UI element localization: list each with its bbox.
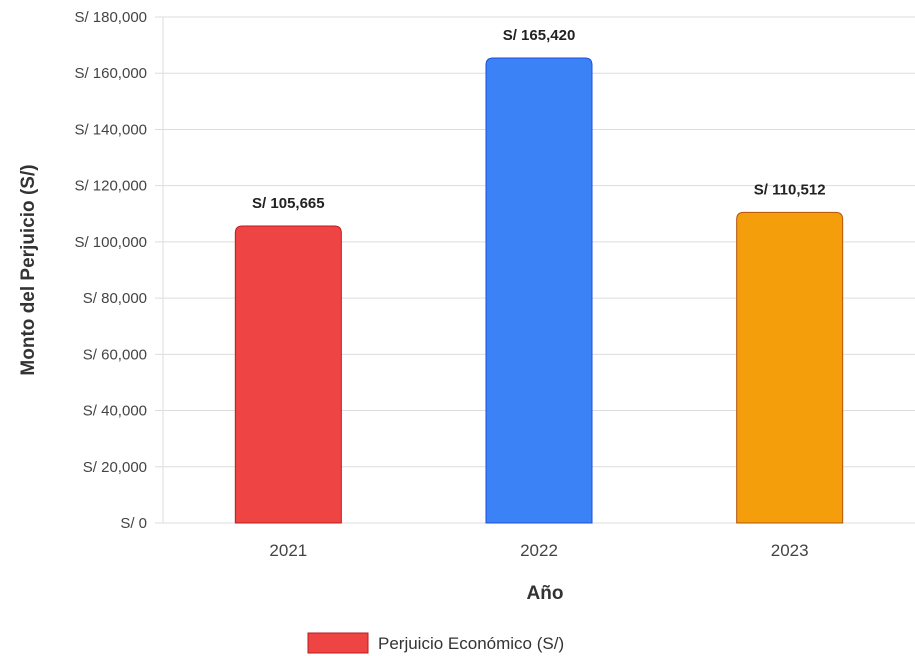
y-tick-label: S/ 160,000 xyxy=(74,65,147,82)
y-axis-title: Monto del Perjuicio (S/) xyxy=(18,164,39,375)
bars xyxy=(234,57,844,524)
legend-swatch xyxy=(307,632,369,654)
y-axis-ticks: S/ 0 S/ 20,000 S/ 40,000 S/ 60,000 S/ 80,000… xyxy=(74,9,147,532)
data-label: S/ 110,512 xyxy=(754,181,826,198)
y-tick-label: S/ 0 xyxy=(120,515,147,532)
x-axis-ticks: 2021 2022 2023 xyxy=(269,541,808,560)
legend-label: Perjuicio Económico (S/) xyxy=(378,634,564,653)
y-tick-label: S/ 20,000 xyxy=(83,459,147,476)
data-labels: S/ 105,665 S/ 165,420 S/ 110,512 xyxy=(252,27,825,212)
bar-2022[interactable] xyxy=(485,57,593,524)
legend[interactable]: Perjuicio Económico (S/) xyxy=(307,632,564,654)
x-tick-label: 2022 xyxy=(520,541,558,560)
y-tick-label: S/ 120,000 xyxy=(74,178,147,195)
y-tick-label: S/ 100,000 xyxy=(74,234,147,251)
bar-2021[interactable] xyxy=(234,225,342,524)
x-axis-title: Año xyxy=(527,583,564,604)
y-tick-label: S/ 80,000 xyxy=(83,290,147,307)
y-tick-label: S/ 40,000 xyxy=(83,403,147,420)
x-tick-label: 2023 xyxy=(771,541,809,560)
y-tick-label: S/ 140,000 xyxy=(74,121,147,138)
y-tick-label: S/ 60,000 xyxy=(83,346,147,363)
data-label: S/ 165,420 xyxy=(503,27,576,44)
bar-2023[interactable] xyxy=(736,211,844,524)
x-tick-label: 2021 xyxy=(269,541,307,560)
data-label: S/ 105,665 xyxy=(252,195,325,212)
y-tick-label: S/ 180,000 xyxy=(74,9,147,26)
